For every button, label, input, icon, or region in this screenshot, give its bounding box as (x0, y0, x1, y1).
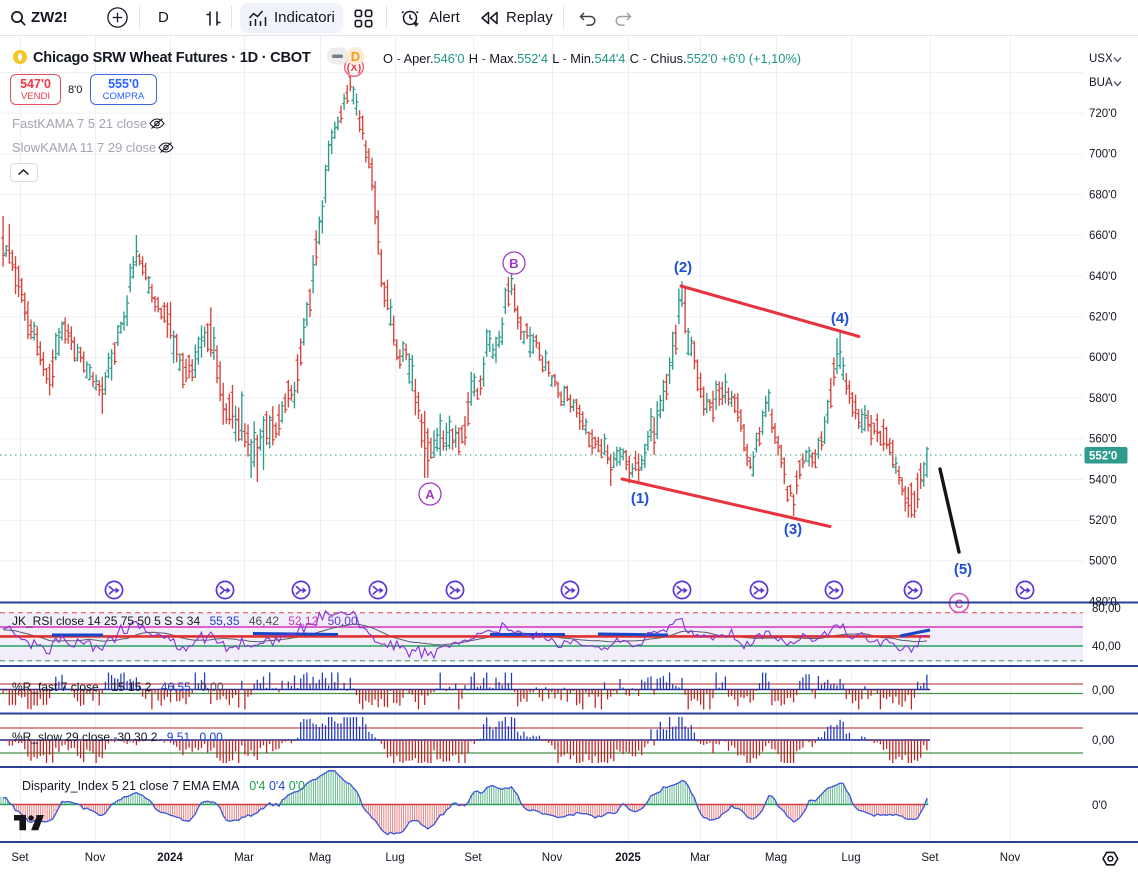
svg-text:%R_fast 7 close 15 15 2 46,: %R_fast 7 close 15 15 2 46,55 0,00 (12, 680, 224, 694)
svg-text:B: B (509, 256, 518, 271)
svg-text:500'0: 500'0 (1089, 556, 1117, 568)
svg-text:620'0: 620'0 (1089, 312, 1117, 324)
svg-text:580'0: 580'0 (1089, 393, 1117, 405)
svg-text:Set: Set (464, 852, 482, 864)
svg-text:540'0: 540'0 (1089, 474, 1117, 486)
svg-text:BUA: BUA (1089, 77, 1113, 89)
svg-text:520'0: 520'0 (1089, 515, 1117, 527)
svg-text:JK_RSI close 14 25 75 50 5 S S: JK_RSI close 14 25 75 50 5 S S 34 55,35 … (12, 614, 358, 628)
svg-text:Set: Set (921, 852, 939, 864)
svg-text:(4): (4) (831, 310, 849, 327)
svg-text:2025: 2025 (615, 852, 641, 864)
svg-text:2024: 2024 (157, 852, 183, 864)
svg-text:(1): (1) (631, 490, 649, 507)
svg-text:Set: Set (11, 852, 29, 864)
svg-text:Nov: Nov (1000, 852, 1021, 864)
svg-text:Mag: Mag (765, 852, 787, 864)
svg-text:C: C (955, 597, 964, 611)
svg-text:Mar: Mar (234, 852, 254, 864)
svg-text:0'0: 0'0 (1092, 800, 1107, 812)
svg-text:(3): (3) (784, 521, 802, 538)
svg-text:Nov: Nov (542, 852, 563, 864)
svg-text:560'0: 560'0 (1089, 434, 1117, 446)
svg-text:(5): (5) (954, 561, 972, 578)
svg-text:700'0: 700'0 (1089, 149, 1117, 161)
svg-text:Mag: Mag (309, 852, 331, 864)
svg-text:Disparity_Index 5 21 close 7 E: Disparity_Index 5 21 close 7 EMA EMA 0'4… (22, 779, 305, 793)
svg-text:80,00: 80,00 (1092, 603, 1121, 615)
svg-text:Mar: Mar (690, 852, 710, 864)
svg-text:0,00: 0,00 (1092, 685, 1114, 697)
svg-text:Nov: Nov (85, 852, 106, 864)
svg-text:720'0: 720'0 (1089, 108, 1117, 120)
svg-text:(X): (X) (347, 62, 362, 74)
svg-text:(2): (2) (674, 259, 692, 276)
svg-text:40,00: 40,00 (1092, 641, 1121, 653)
svg-text:USX: USX (1089, 53, 1113, 65)
svg-text:640'0: 640'0 (1089, 271, 1117, 283)
svg-text:Lug: Lug (841, 852, 860, 864)
svg-text:660'0: 660'0 (1089, 230, 1117, 242)
svg-text:0,00: 0,00 (1092, 735, 1114, 747)
svg-text:Lug: Lug (385, 852, 404, 864)
svg-text:552'0: 552'0 (1089, 451, 1117, 463)
svg-text:%R_slow 29 close -30 30 2 9,5: %R_slow 29 close -30 30 2 9,51 0,00 (12, 730, 223, 744)
svg-text:480'0: 480'0 (1089, 596, 1117, 608)
svg-text:A: A (425, 487, 435, 502)
svg-text:600'0: 600'0 (1089, 352, 1117, 364)
svg-text:680'0: 680'0 (1089, 189, 1117, 201)
svg-text:D: D (351, 49, 360, 64)
